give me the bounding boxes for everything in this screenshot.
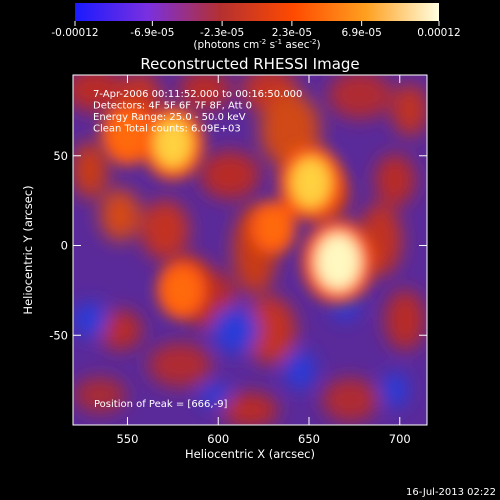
source-core — [111, 113, 144, 155]
source-core — [291, 157, 331, 208]
texture-blob — [179, 75, 231, 110]
x-tick-label: 700 — [389, 432, 411, 446]
annotation-line: 7-Apr-2006 00:11:52.000 to 00:16:50.000 — [93, 89, 302, 100]
x-tick-label: 600 — [207, 432, 229, 446]
source-core — [153, 118, 192, 168]
texture-blob — [385, 290, 425, 350]
footer-timestamp: 16-Jul-2013 02:22 — [406, 487, 496, 498]
texture-blob — [74, 377, 126, 413]
colorbar-tick-label: 6.9e-05 — [341, 27, 381, 39]
colorbar-tick-label: -0.00012 — [51, 27, 98, 39]
y-axis-label: Heliocentric Y (arcsec) — [21, 185, 35, 314]
source-core — [166, 271, 197, 310]
annotation-line: Detectors: 4F 5F 6F 7F 8F, Att 0 — [93, 101, 252, 112]
texture-blob — [200, 151, 260, 199]
x-tick-label: 550 — [116, 432, 138, 446]
colorbar-tick-label: 2.3e-05 — [272, 27, 312, 39]
colorbar-unit-exp: -1 — [275, 38, 282, 46]
y-tick-label: 50 — [53, 149, 68, 163]
dark-blob — [284, 350, 316, 390]
source-core — [316, 233, 361, 290]
dark-blob — [73, 302, 108, 338]
dark-blob — [211, 306, 259, 354]
x-tick-label: 650 — [298, 432, 320, 446]
texture-blob — [73, 75, 125, 112]
y-tick-label: -50 — [49, 328, 68, 342]
annotation-line: Clean Total counts: 6.09E+03 — [93, 124, 241, 135]
plot-frame — [72, 74, 428, 426]
texture-blob — [222, 392, 278, 425]
texture-blob — [73, 142, 108, 198]
source-core — [258, 210, 287, 246]
texture-blob — [322, 378, 378, 422]
annotation-line: Energy Range: 25.0 - 50.0 keV — [93, 112, 246, 123]
colorbar: -0.00012 -6.9e-05 -2.3e-05 2.3e-05 6.9e-05 0.… — [51, 3, 461, 51]
colorbar-gradient — [75, 3, 439, 21]
colorbar-unit-part: ) — [317, 39, 321, 51]
annotations: 7-Apr-2006 00:11:52.000 to 00:16:50.000D… — [93, 89, 302, 135]
y-tick-label: 0 — [61, 239, 68, 253]
dark-blob — [199, 383, 231, 407]
texture-blob — [100, 189, 140, 241]
peak-position-label: Position of Peak = [666,-9] — [94, 399, 228, 410]
chart-title: Reconstructed RHESSI Image — [140, 55, 359, 73]
colorbar-unit-part: s — [266, 39, 275, 51]
texture-blob — [375, 154, 415, 206]
colorbar-unit-label: (photons cm-2 s-1 asec-2) — [193, 38, 320, 51]
heatmap-image — [73, 75, 427, 425]
texture-blob — [244, 296, 296, 364]
colorbar-unit-part: (photons cm — [193, 39, 259, 51]
texture-blob — [141, 200, 189, 260]
texture-blob — [98, 310, 142, 350]
colorbar-unit-part: asec — [282, 39, 310, 51]
colorbar-tick-label: -6.9e-05 — [130, 27, 174, 39]
texture-blob — [328, 75, 392, 119]
emission-sources — [100, 103, 375, 320]
axes: 550 600 650 700 -50 0 50 — [49, 75, 427, 446]
x-axis-label: Heliocentric X (arcsec) — [185, 447, 315, 461]
dark-blob — [381, 372, 409, 408]
colorbar-unit-exp: -2 — [259, 38, 266, 46]
texture-blob — [148, 343, 212, 387]
colorbar-tick-label: 0.00012 — [417, 27, 460, 39]
colorbar-tick-label: -2.3e-05 — [200, 27, 244, 39]
colorbar-ticks: -0.00012 -6.9e-05 -2.3e-05 2.3e-05 6.9e-05 0.… — [51, 21, 461, 39]
colorbar-unit-exp: -2 — [310, 38, 317, 46]
texture-blob — [392, 84, 427, 136]
